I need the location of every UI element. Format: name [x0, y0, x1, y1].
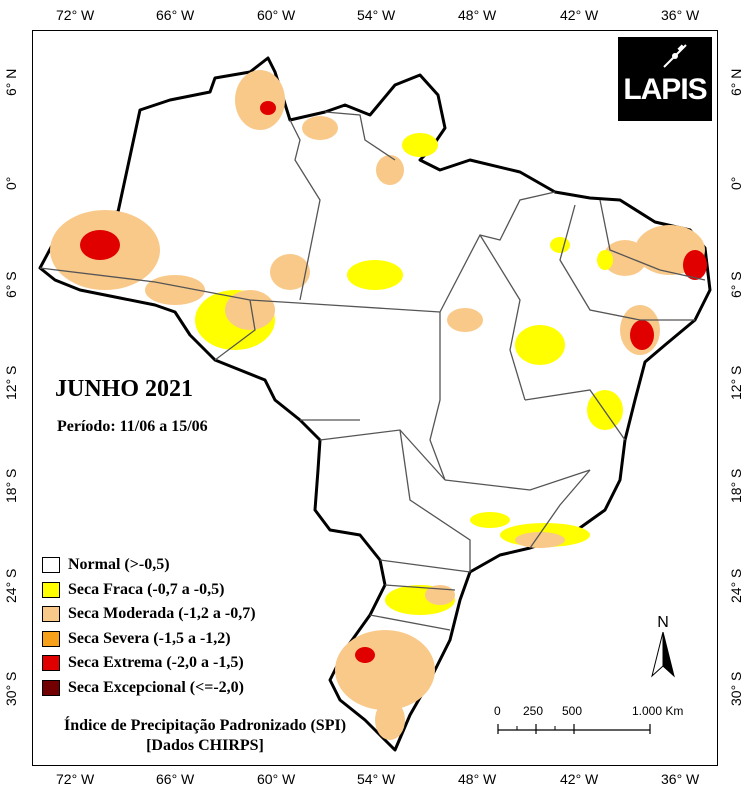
legend-item-seca-extrema: Seca Extrema (-2,0 a -1,5) [42, 651, 256, 676]
lat-tick-30s-right: 30° S [728, 671, 744, 706]
lon-tick-36w-bottom: 36° W [661, 771, 700, 787]
legend-item-seca-severa: Seca Severa (-1,5 a -1,2) [42, 627, 256, 652]
lon-tick-36w: 36° W [661, 7, 700, 23]
caption: Índice de Precipitação Padronizado (SPI)… [40, 716, 370, 756]
scale-bar: 0 250 500 1.000 Km [494, 704, 704, 744]
lat-tick-24s: 24° S [3, 568, 19, 603]
legend-label: Seca Fraca (-0,7 a -0,5) [68, 580, 225, 598]
lon-tick-60w: 60° W [257, 7, 296, 23]
lat-tick-30s: 30° S [3, 671, 19, 706]
state-borders [39, 111, 706, 631]
legend-label: Seca Extrema (-2,0 a -1,5) [68, 654, 244, 672]
satellite-icon [663, 44, 687, 68]
legend-swatch [42, 679, 60, 696]
lon-tick-66w-bottom: 66° W [156, 771, 195, 787]
caption-line-2: [Dados CHIRPS] [146, 737, 264, 754]
lon-tick-66w: 66° W [156, 7, 195, 23]
lat-tick-0: 0° [3, 176, 19, 190]
lat-tick-6n: 6° N [3, 68, 19, 96]
north-arrow-icon [651, 631, 675, 678]
lon-tick-60w-bottom: 60° W [257, 771, 296, 787]
legend-item-seca-excepcional: Seca Excepcional (<=-2,0) [42, 676, 256, 701]
lon-tick-72w-bottom: 72° W [56, 771, 95, 787]
legend-label: Seca Moderada (-1,2 a -0,7) [68, 605, 256, 623]
scale-label-1000: 1.000 Km [632, 704, 684, 718]
lon-tick-54w: 54° W [357, 7, 396, 23]
legend-item-seca-fraca: Seca Fraca (-0,7 a -0,5) [42, 578, 256, 603]
lon-tick-42w-bottom: 42° W [560, 771, 599, 787]
legend-item-seca-moderada: Seca Moderada (-1,2 a -0,7) [42, 602, 256, 627]
legend-swatch [42, 557, 60, 574]
lon-tick-54w-bottom: 54° W [357, 771, 396, 787]
legend-swatch [42, 630, 60, 647]
map-title: JUNHO 2021 [55, 376, 193, 402]
lat-tick-24s-right: 24° S [728, 568, 744, 603]
lat-tick-6s: 6° S [3, 271, 19, 298]
lapis-logo: LAPIS [618, 37, 712, 121]
lat-tick-18s-right: 18° S [728, 468, 744, 503]
logo-text: LAPIS [623, 73, 707, 106]
legend-swatch [42, 581, 60, 598]
lat-tick-6n-right: 6° N [728, 68, 744, 96]
legend-label: Seca Excepcional (<=-2,0) [68, 678, 244, 696]
lon-tick-42w: 42° W [560, 7, 599, 23]
legend-item-normal: Normal (>-0,5) [42, 553, 256, 578]
scale-bar-graphic [497, 724, 651, 734]
legend-label: Normal (>-0,5) [68, 556, 170, 574]
legend-swatch [42, 606, 60, 623]
drought-patches [50, 70, 707, 740]
scale-label-250: 250 [523, 704, 544, 718]
caption-line-1: Índice de Precipitação Padronizado (SPI) [63, 717, 347, 734]
lat-tick-12s-right: 12° S [728, 365, 744, 400]
lon-tick-72w: 72° W [56, 7, 95, 23]
lon-tick-48w-bottom: 48° W [458, 771, 497, 787]
lat-tick-6s-right: 6° S [728, 271, 744, 298]
scale-label-500: 500 [562, 704, 583, 718]
legend-swatch [42, 655, 60, 672]
lat-tick-18s: 18° S [3, 468, 19, 503]
legend-label: Seca Severa (-1,5 a -1,2) [68, 629, 231, 647]
north-arrow: N [648, 614, 678, 684]
period-label: Período: 11/06 a 15/06 [57, 418, 208, 435]
lat-tick-12s: 12° S [3, 365, 19, 400]
lon-tick-48w: 48° W [458, 7, 497, 23]
north-label: N [657, 614, 669, 631]
lat-tick-0-right: 0° [728, 176, 744, 190]
legend: Normal (>-0,5) Seca Fraca (-0,7 a -0,5) … [42, 553, 256, 700]
scale-label-0: 0 [494, 704, 501, 718]
